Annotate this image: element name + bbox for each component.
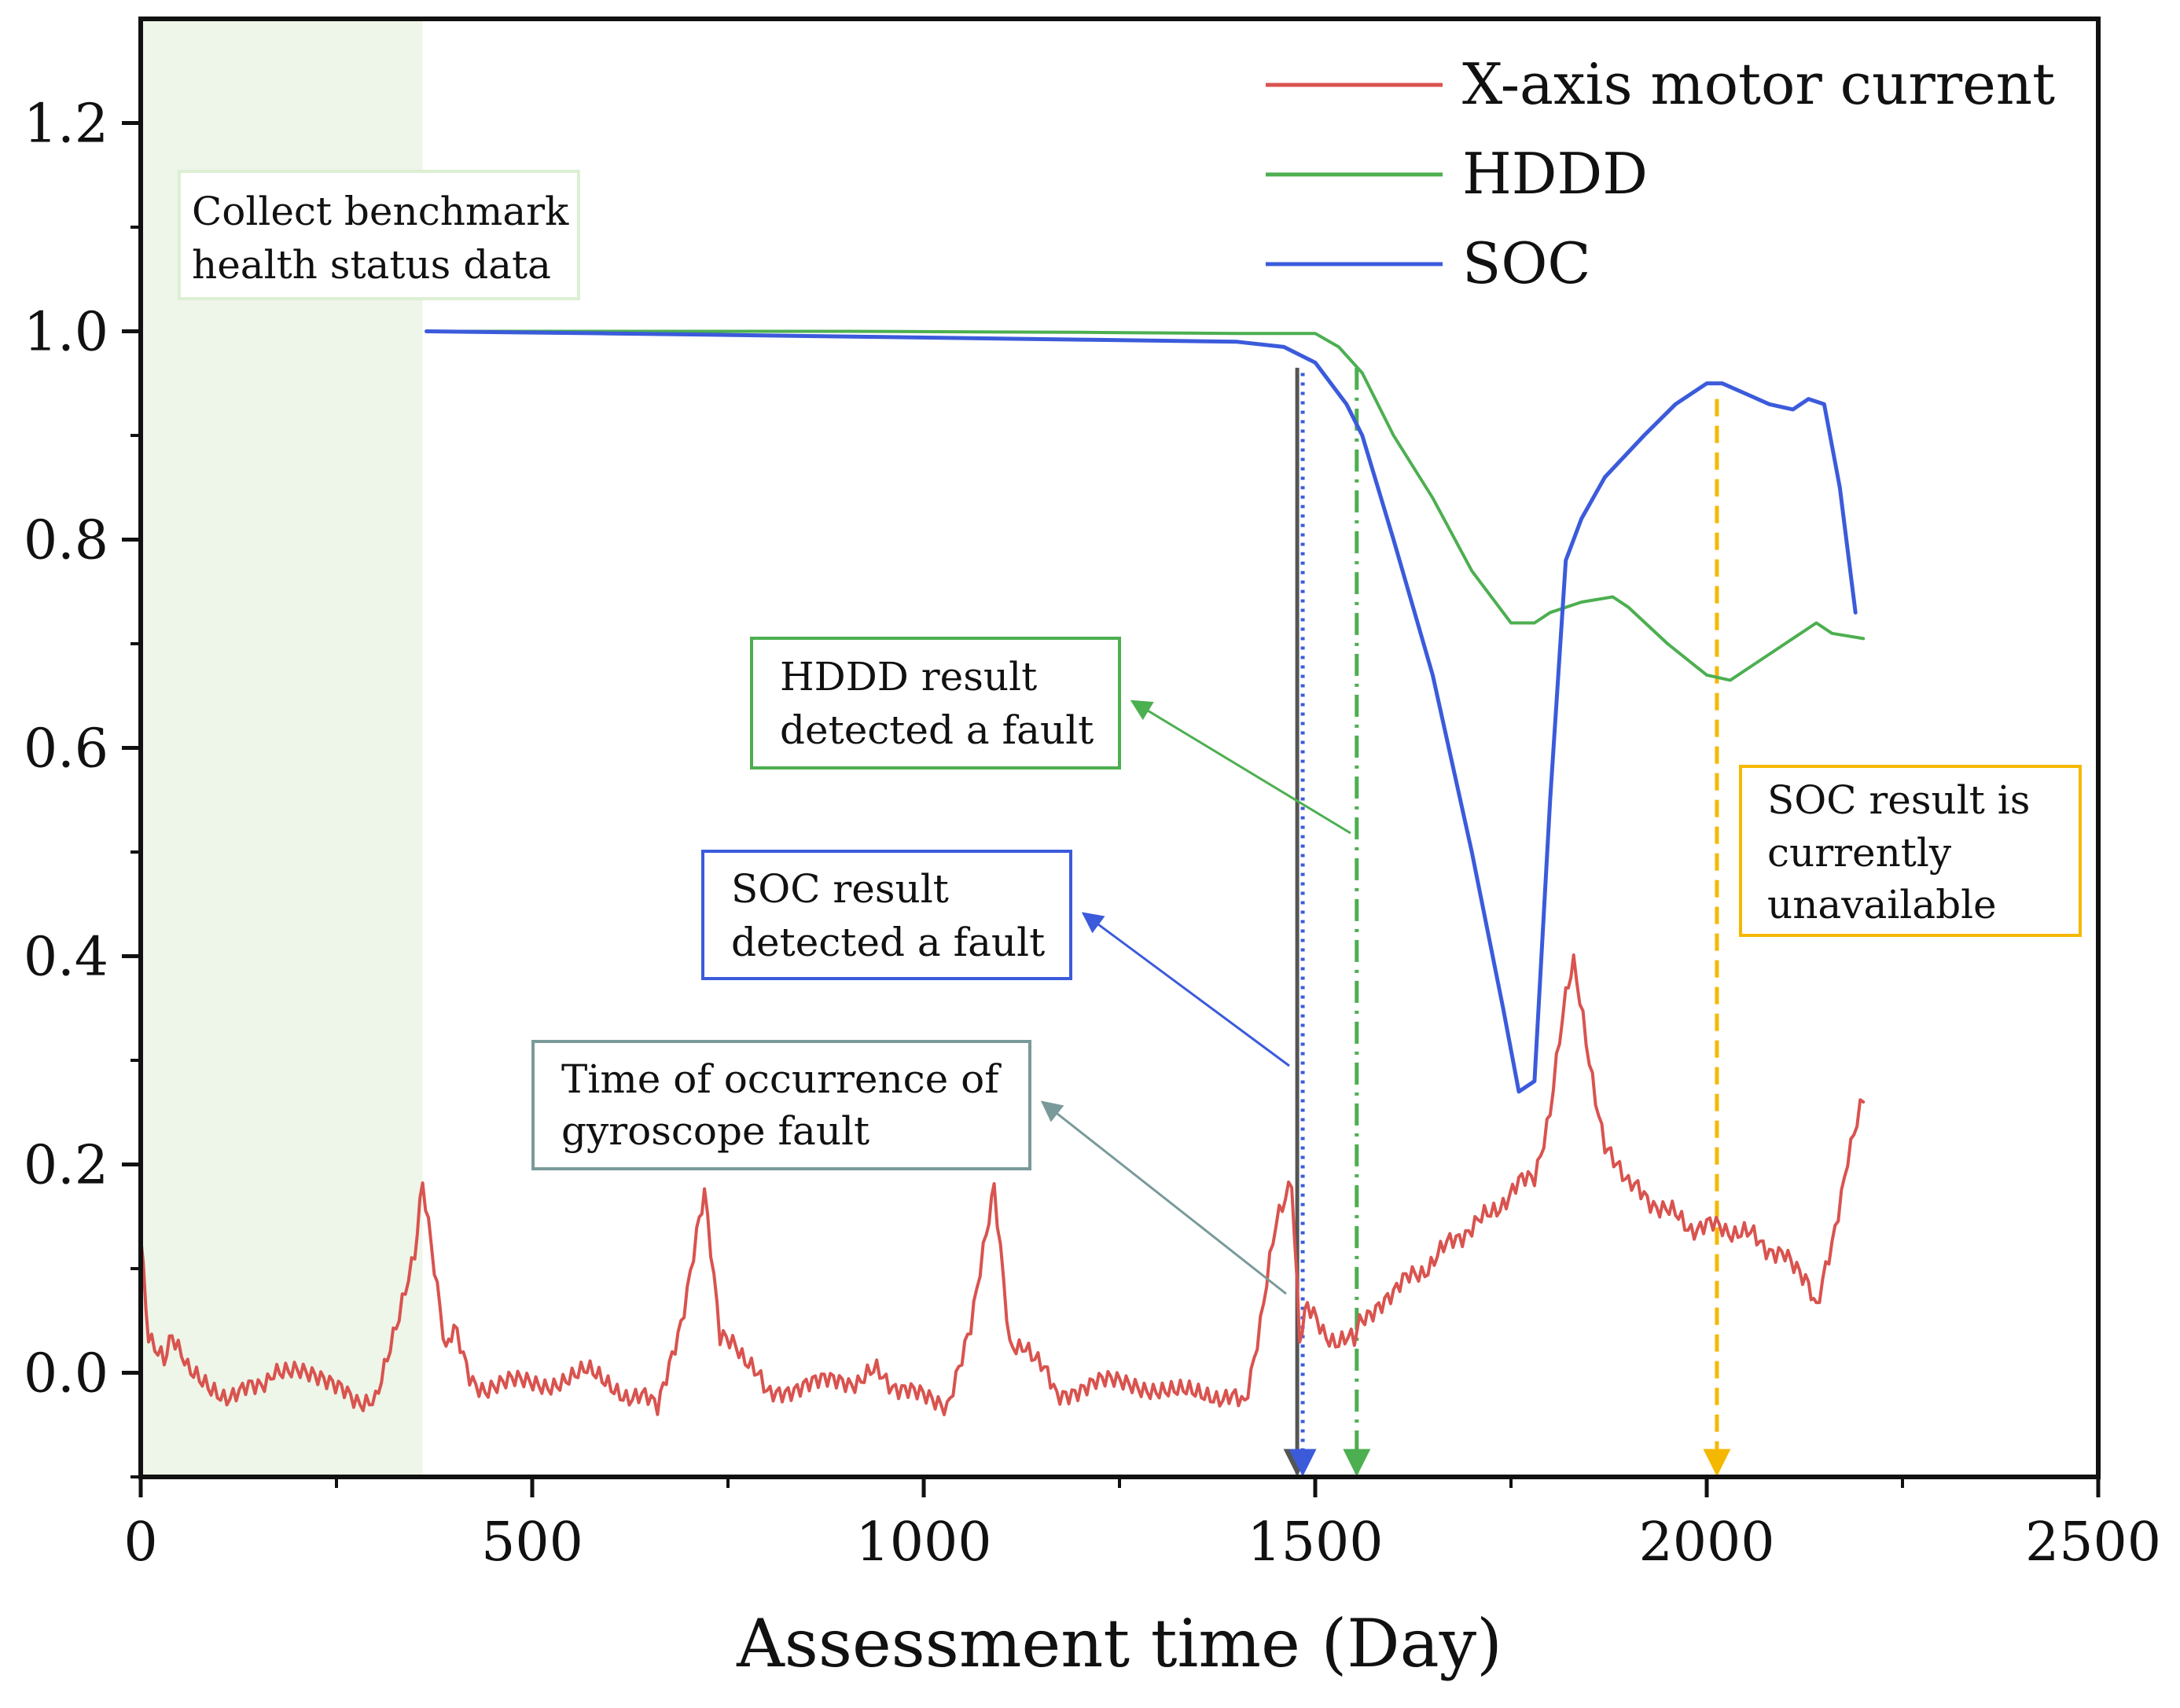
annotation-soc-line1: SOC result [731,866,949,912]
annotation-hddd: HDDD result detected a fault [750,637,1351,835]
annotation-soc-box [701,850,1072,980]
annotation-gyroscope-box [531,1040,1031,1170]
annotation-soc-line2: detected a fault [731,920,1045,965]
x-axis-title: Assessment time (Day) [736,1605,1502,1682]
legend-label-hddd: HDDD [1462,141,1648,207]
y-tick-label: 0.0 [24,1343,108,1405]
legend-label-soc: SOC [1462,230,1590,296]
series-line-motor-current [141,953,1866,1416]
annotation-unavailable-line1: SOC result is [1767,777,2030,823]
y-tick-label: 0.8 [24,510,108,572]
y-tick-label: 1.2 [24,94,108,156]
y-tick-label: 0.2 [24,1135,108,1197]
annotation-gyroscope-line2: gyroscope fault [561,1108,869,1154]
annotation-benchmark: Collect benchmark health status data [178,170,580,300]
annotation-hddd-arrow [1130,700,1351,835]
annotation-benchmark-line1: Collect benchmark [192,189,569,234]
annotation-unavailable: SOC result is currently unavailable [1739,765,2082,937]
series-line-hddd [425,329,1866,682]
series-layer [141,329,1866,1416]
series-line-soc [425,329,1858,1094]
annotation-gyroscope-arrow [1040,1100,1287,1295]
annotation-soc: SOC result detected a fault [701,850,1290,1067]
x-tick-label: 2000 [1638,1511,1774,1574]
x-tick-label: 1500 [1247,1511,1383,1574]
x-ticks: 0 500 1000 1500 2000 2500 [123,1477,2161,1574]
y-tick-label: 1.0 [24,302,108,364]
vertical-lines-layer [1283,367,1731,1477]
annotation-soc-arrow [1081,912,1290,1067]
y-tick-label: 0.6 [24,718,108,781]
annotation-unavailable-box [1739,765,2082,937]
annotation-hddd-box [750,637,1121,770]
legend-label-motor-current: X-axis motor current [1462,51,2055,117]
annotation-unavailable-line2: currently [1767,830,1952,876]
x-tick-label: 2500 [2025,1511,2161,1574]
x-tick-label: 1000 [855,1511,991,1574]
legend: X-axis motor current HDDD SOC [1266,51,2055,296]
x-tick-label: 0 [123,1511,157,1574]
annotation-gyroscope-line1: Time of occurrence of [561,1056,1002,1102]
annotation-benchmark-line2: health status data [192,242,551,288]
annotation-hddd-line1: HDDD result [780,654,1037,700]
annotation-unavailable-line3: unavailable [1767,882,1997,927]
x-tick-label: 500 [481,1511,583,1574]
annotation-hddd-line2: detected a fault [780,707,1094,753]
annotation-benchmark-box [178,170,580,300]
annotation-gyroscope: Time of occurrence of gyroscope fault [531,1040,1287,1295]
y-ticks: 0.0 0.2 0.4 0.6 0.8 1.0 1.2 [24,94,141,1478]
y-tick-label: 0.4 [24,927,108,989]
